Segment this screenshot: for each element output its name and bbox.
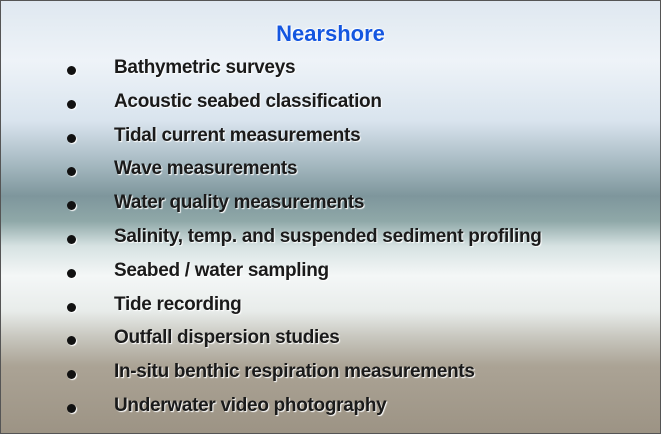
bullet-dot [67, 303, 76, 312]
bullet-text: Tidal current measurements [114, 125, 360, 147]
slide-title: Nearshore [1, 21, 660, 47]
bullet-text: Salinity, temp. and suspended sediment p… [114, 226, 542, 248]
bullet-text: Bathymetric surveys [114, 57, 295, 79]
bullet-item: Seabed / water sampling [1, 260, 661, 290]
bullet-dot [67, 201, 76, 210]
bullet-item: Water quality measurements [1, 192, 661, 222]
bullet-text: Underwater video photography [114, 395, 386, 417]
bullet-item: Salinity, temp. and suspended sediment p… [1, 226, 661, 256]
bullet-text: Seabed / water sampling [114, 260, 329, 282]
bullet-dot [67, 100, 76, 109]
bullet-item: Wave measurements [1, 158, 661, 188]
bullet-dot [67, 167, 76, 176]
bullet-item: Tidal current measurements [1, 125, 661, 155]
bullet-dot [67, 404, 76, 413]
bullet-item: Bathymetric surveys [1, 57, 661, 87]
bullet-item: In-situ benthic respiration measurements [1, 361, 661, 391]
bullet-item: Acoustic seabed classification [1, 91, 661, 121]
bullet-dot [67, 370, 76, 379]
bullet-text: Acoustic seabed classification [114, 91, 382, 113]
bullet-item: Tide recording [1, 294, 661, 324]
bullet-text: Tide recording [114, 294, 241, 316]
bullet-text: Water quality measurements [114, 192, 364, 214]
bullet-dot [67, 134, 76, 143]
bullet-dot [67, 235, 76, 244]
bullet-text: Wave measurements [114, 158, 297, 180]
bullet-item: Outfall dispersion studies [1, 327, 661, 357]
bullet-dot [67, 66, 76, 75]
bullet-dot [67, 269, 76, 278]
bullet-dot [67, 336, 76, 345]
bullet-text: Outfall dispersion studies [114, 327, 340, 349]
bullet-item: Underwater video photography [1, 395, 661, 425]
bullet-text: In-situ benthic respiration measurements [114, 361, 475, 383]
slide: Nearshore Bathymetric surveys Acoustic se… [0, 0, 661, 434]
